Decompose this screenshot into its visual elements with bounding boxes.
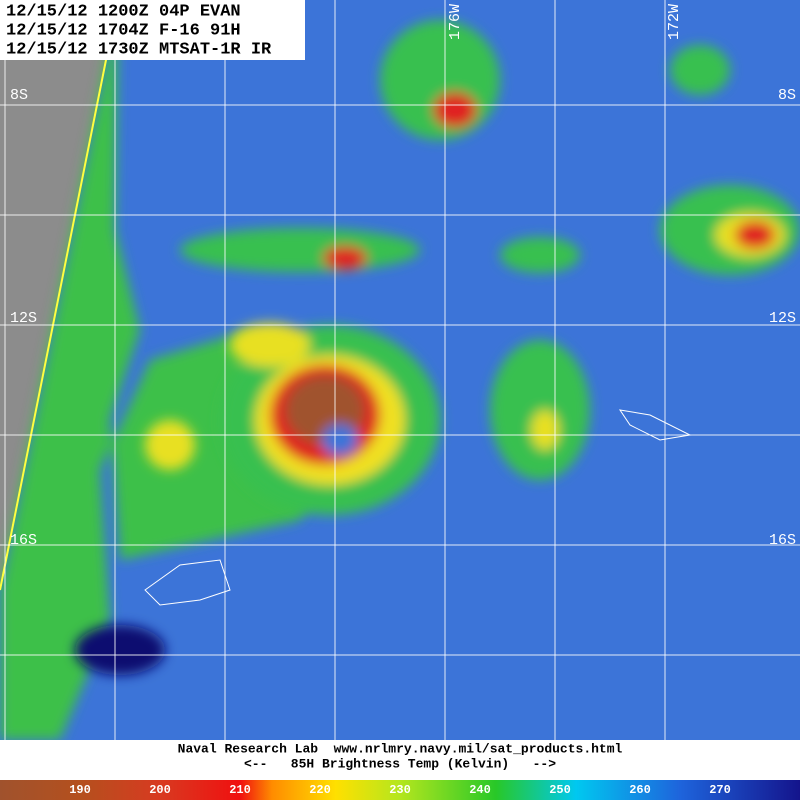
colorbar-label: 220 — [309, 783, 331, 797]
colorbar-label: 250 — [549, 783, 571, 797]
header-line: 12/15/12 1704Z F-16 91H — [6, 21, 241, 40]
colorbar-label: 270 — [709, 783, 731, 797]
colorbar-label: 200 — [149, 783, 171, 797]
colorbar-label: 230 — [389, 783, 411, 797]
colorbar-label: 210 — [229, 783, 251, 797]
colorbar-label: 240 — [469, 783, 491, 797]
latitude-label: 16S — [769, 532, 796, 549]
colorbar-ticks: 190 200 210 220 230 240 250 260 270 — [69, 783, 731, 797]
latitude-label: 8S — [778, 87, 796, 104]
colorbar-label: 190 — [69, 783, 91, 797]
footer-legend: <-- 85H Brightness Temp (Kelvin) --> — [244, 756, 556, 771]
header-box — [0, 0, 305, 60]
graticule — [0, 0, 800, 740]
imagery — [0, 0, 800, 740]
latitude-label: 16S — [10, 532, 37, 549]
footer-box — [0, 740, 800, 780]
colorbar-label: 260 — [629, 783, 651, 797]
longitude-label: 176W — [447, 4, 464, 40]
footer-credit: Naval Research Lab www.nrlmry.navy.mil/s… — [178, 741, 623, 756]
longitude-label: 172W — [666, 4, 683, 40]
latitude-label: 8S — [10, 87, 28, 104]
latitude-label: 12S — [769, 310, 796, 327]
header-line: 12/15/12 1200Z 04P EVAN — [6, 2, 241, 21]
colorbar — [0, 780, 800, 800]
header-line: 12/15/12 1730Z MTSAT-1R IR — [6, 40, 272, 59]
latitude-label: 12S — [10, 310, 37, 327]
